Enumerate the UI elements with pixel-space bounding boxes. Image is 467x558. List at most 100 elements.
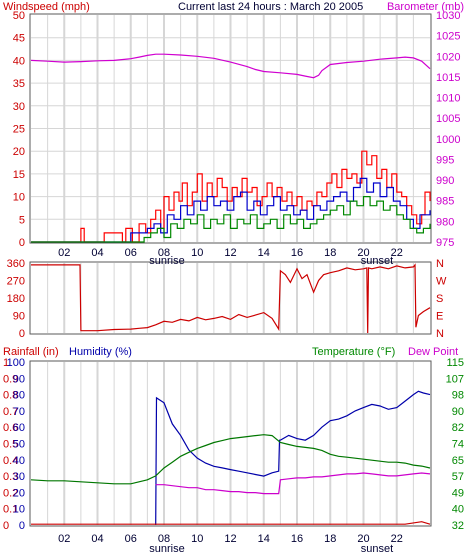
- barometer-line: [30, 53, 431, 79]
- direction-panel-frame: [29, 261, 432, 335]
- barometer-y-tick-label: 1010: [436, 93, 460, 105]
- compass-label: W: [436, 276, 447, 288]
- temp-y-tick-label: 57: [452, 471, 464, 483]
- wind-y-tick-label: 30: [13, 101, 25, 113]
- barometer-y-tick-label: 1025: [436, 31, 460, 43]
- humidity-y-tick-label: 10: [13, 504, 25, 516]
- barometer-y-tick-label: 1020: [436, 51, 460, 63]
- compass-label: E: [436, 311, 443, 323]
- x-tick-label: 06: [125, 247, 137, 259]
- temp-y-tick-label: 115: [446, 357, 464, 369]
- x-tick-label: 14: [258, 247, 270, 259]
- x-tick-label: 18: [324, 533, 336, 545]
- barometer-y-tick-label: 1000: [436, 134, 460, 146]
- x-tick-label: 22: [391, 533, 403, 545]
- wind-panel-frame: [29, 13, 432, 244]
- temp-y-tick-label: 65: [452, 455, 464, 467]
- x-tick-label: 08: [158, 247, 170, 259]
- x-tick-label: 12: [224, 247, 236, 259]
- climate-panel-frame: [29, 360, 432, 527]
- rain-y-tick-label: 0.1: [3, 504, 18, 516]
- wind-y-tick-label: 40: [13, 55, 25, 67]
- humidity-y-tick-label: 70: [13, 406, 25, 418]
- wind-y-tick-label: 5: [19, 214, 25, 226]
- barometer-y-tick-label: 990: [436, 175, 454, 187]
- humidity-y-tick-label: 40: [13, 455, 25, 467]
- humidity-y-tick-label: 60: [13, 422, 25, 434]
- direction-y-tick-label: 270: [7, 276, 25, 288]
- wind-y-tick-label: 15: [13, 169, 25, 181]
- barometer-y-tick-label: 1030: [436, 10, 460, 22]
- wind-direction-line: [31, 263, 431, 334]
- temp-y-tick-label: 49: [452, 487, 464, 499]
- temp-y-tick-label: 82: [452, 422, 464, 434]
- direction-y-tick-label: 180: [7, 293, 25, 305]
- x-tick-label: 02: [58, 533, 70, 545]
- rain-y-tick-label: 0: [3, 520, 9, 532]
- sunset-label-top: sunset: [361, 255, 393, 267]
- wind-y-tick-label: 20: [13, 146, 25, 158]
- rain-y-tick-label: 0.5: [3, 439, 18, 451]
- x-tick-label: 08: [158, 533, 170, 545]
- temp-y-tick-label: 90: [452, 406, 464, 418]
- sunrise-label-top: sunrise: [149, 255, 184, 267]
- compass-label: N: [436, 258, 444, 270]
- x-tick-label: 02: [58, 247, 70, 259]
- temperature-axis-label: Temperature (°F): [312, 346, 395, 358]
- wind-y-tick-label: 35: [13, 78, 25, 90]
- x-tick-label: 10: [191, 247, 203, 259]
- temp-y-tick-label: 74: [452, 439, 464, 451]
- x-tick-label: 04: [91, 247, 103, 259]
- x-tick-label: 16: [291, 533, 303, 545]
- compass-label: S: [436, 293, 443, 305]
- wind_gust-line: [31, 150, 431, 243]
- temp-y-tick-label: 40: [452, 504, 464, 516]
- sunrise-label-bottom: sunrise: [149, 543, 184, 555]
- temperature-line: [30, 434, 431, 485]
- barometer-y-tick-label: 980: [436, 216, 454, 228]
- rain-y-tick-label: 0.2: [3, 487, 18, 499]
- barometer-y-tick-label: 975: [436, 237, 454, 249]
- humidity-y-tick-label: 0: [19, 520, 25, 532]
- wind-y-tick-label: 10: [13, 192, 25, 204]
- barometer-axis-label: Barometer (mb): [387, 1, 464, 13]
- humidity-y-tick-label: 80: [13, 390, 25, 402]
- rain-y-tick-label: 0.6: [3, 422, 18, 434]
- wind-y-tick-label: 50: [13, 10, 25, 22]
- humidity-line: [155, 390, 431, 526]
- x-tick-label: 06: [125, 533, 137, 545]
- wind_avg_blue-line: [31, 177, 431, 243]
- series-lines: [30, 53, 431, 526]
- direction-y-tick-label: 90: [13, 311, 25, 323]
- x-tick-label: 20: [357, 247, 369, 259]
- wind-y-tick-label: 0: [19, 237, 25, 249]
- dewpoint-axis-label: Dew Point: [408, 346, 458, 358]
- wind-y-tick-label: 25: [13, 124, 25, 136]
- barometer-y-tick-label: 995: [436, 154, 454, 166]
- humidity-y-tick-label: 30: [13, 471, 25, 483]
- compass-label: N: [436, 328, 444, 340]
- x-tick-label: 20: [357, 533, 369, 545]
- rain-y-tick-label: 0.7: [3, 406, 18, 418]
- sunset-label-bottom: sunset: [361, 543, 393, 555]
- rain-y-tick-label: 0.8: [3, 390, 18, 402]
- temp-y-tick-label: 32: [452, 520, 464, 532]
- rain-y-tick-label: 0.4: [3, 455, 18, 467]
- humidity-y-tick-label: 50: [13, 439, 25, 451]
- humidity-y-tick-label: 100: [7, 357, 25, 369]
- direction-y-tick-label: 0: [19, 328, 25, 340]
- barometer-y-tick-label: 985: [436, 196, 454, 208]
- rainfall-axis-label: Rainfall (in): [3, 346, 59, 358]
- grid-lines: [31, 15, 430, 525]
- direction-y-tick-label: 360: [7, 258, 25, 270]
- temp-y-tick-label: 107: [446, 373, 464, 385]
- barometer-y-tick-label: 1015: [436, 72, 460, 84]
- chart-title: Current last 24 hours : March 20 2005: [178, 1, 363, 13]
- humidity-y-tick-label: 90: [13, 373, 25, 385]
- x-tick-label: 04: [91, 533, 103, 545]
- wind_avg_green-line: [31, 196, 431, 243]
- windspeed-axis-label: Windspeed (mph): [3, 1, 90, 13]
- wind-y-tick-label: 45: [13, 33, 25, 45]
- x-tick-label: 10: [191, 533, 203, 545]
